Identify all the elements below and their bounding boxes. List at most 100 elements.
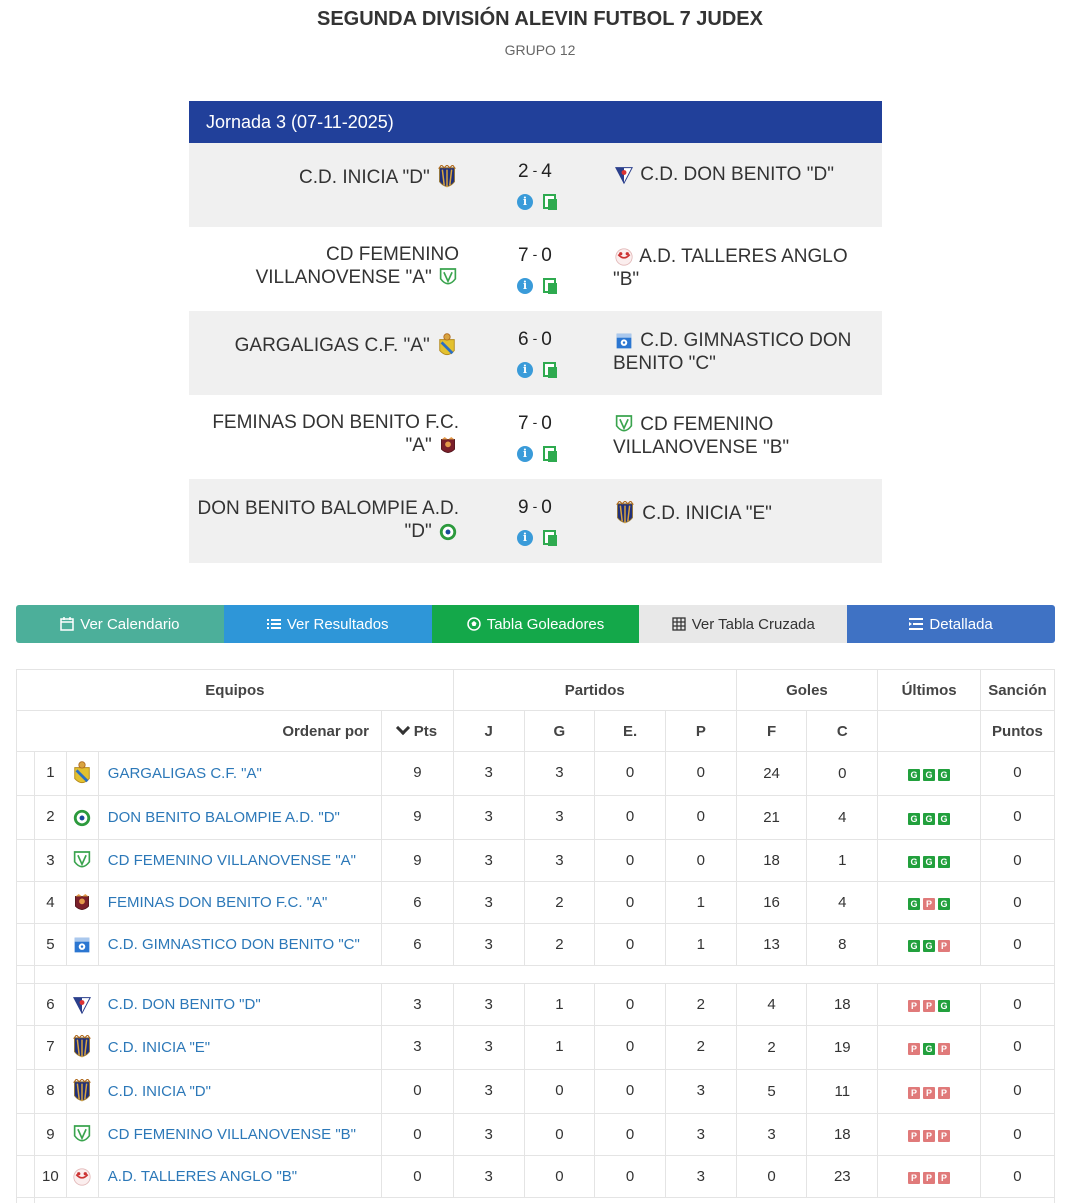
team-link[interactable]: C.D. INICIA "D" xyxy=(97,1069,383,1114)
team-link[interactable]: C.D. DON BENITO "D" xyxy=(97,983,383,1026)
copy-document-icon[interactable] xyxy=(543,361,557,378)
team-link[interactable]: DON BENITO BALOMPIE A.D. "D" xyxy=(97,795,383,840)
form-result-badge: P xyxy=(923,1130,936,1142)
home-team[interactable]: GARGALIGAS C.F. "A" xyxy=(189,333,459,359)
calendar-button-label: Ver Calendario xyxy=(80,615,180,633)
team-link[interactable]: C.D. GIMNASTICO DON BENITO "C" xyxy=(97,923,383,966)
team-link[interactable]: FEMINAS DON BENITO F.C. "A" xyxy=(97,881,383,924)
home-team[interactable]: CD FEMENINO VILLANOVENSE "A" xyxy=(189,243,459,289)
position: 8 xyxy=(33,1069,67,1114)
away-team[interactable]: C.D. INICIA "E" xyxy=(613,501,875,527)
lost: 0 xyxy=(664,751,737,796)
copy-document-icon[interactable] xyxy=(543,193,557,210)
goals-for: 13 xyxy=(735,923,808,966)
home-goals: 7 xyxy=(518,245,529,266)
match-score: 7-0 xyxy=(518,245,552,266)
form-result-badge: G xyxy=(938,856,951,868)
away-team-name[interactable]: C.D. DON BENITO "D" xyxy=(640,164,834,185)
sanction-header: Sanción xyxy=(979,669,1056,711)
away-team[interactable]: CD FEMENINO VILLANOVENSE "B" xyxy=(613,413,875,459)
feminas-crest-icon xyxy=(73,892,91,914)
team-link[interactable]: A.D. TALLERES ANGLO "B" xyxy=(97,1155,383,1198)
lost: 2 xyxy=(664,1025,737,1070)
sanction-points: 0 xyxy=(979,1025,1056,1070)
points: 6 xyxy=(381,881,454,924)
results-button[interactable]: Ver Resultados xyxy=(223,605,432,643)
points: 6 xyxy=(381,923,454,966)
copy-document-icon[interactable] xyxy=(543,277,557,294)
detail-list-icon xyxy=(909,618,924,630)
away-goals: 0 xyxy=(541,245,552,266)
goals-for: 5 xyxy=(735,1069,808,1114)
order-by-label: Ordenar por xyxy=(15,710,383,752)
position: 3 xyxy=(33,839,67,882)
position: 1 xyxy=(33,751,67,796)
goals-against: 4 xyxy=(806,881,879,924)
team-link[interactable]: C.D. INICIA "E" xyxy=(97,1025,383,1070)
form-result-badge: G xyxy=(923,1043,936,1055)
team-link[interactable]: GARGALIGAS C.F. "A" xyxy=(97,751,383,796)
away-team-name[interactable]: A.D. TALLERES ANGLO "B" xyxy=(613,246,848,290)
results-button-label: Ver Resultados xyxy=(286,615,389,633)
home-goals: 2 xyxy=(518,161,529,182)
info-icon[interactable]: i xyxy=(517,529,533,546)
goals-against: 18 xyxy=(806,983,879,1026)
calendar-button[interactable]: Ver Calendario xyxy=(16,605,224,643)
form-result-badge: P xyxy=(938,1172,951,1184)
table-separator xyxy=(16,965,1056,984)
team-link[interactable]: CD FEMENINO VILLANOVENSE "A" xyxy=(97,839,383,882)
drawn: 0 xyxy=(594,839,666,882)
sanction-points: 0 xyxy=(979,795,1056,840)
home-team-name[interactable]: C.D. INICIA "D" xyxy=(299,167,430,189)
donbenito-crest-icon xyxy=(615,164,633,186)
form-result-badge: P xyxy=(908,1130,921,1142)
info-icon[interactable]: i xyxy=(517,193,533,210)
villanovense-crest-icon xyxy=(73,850,91,872)
soccer-ball-icon xyxy=(466,617,481,631)
form-result-badge: G xyxy=(908,769,921,781)
away-team[interactable]: C.D. DON BENITO "D" xyxy=(613,163,875,186)
form-result-badge: G xyxy=(908,898,921,910)
home-team[interactable]: DON BENITO BALOMPIE A.D. "D" xyxy=(189,497,460,543)
away-team[interactable]: C.D. GIMNASTICO DON BENITO "C" xyxy=(613,329,875,375)
copy-document-icon[interactable] xyxy=(543,445,557,462)
home-team-name[interactable]: DON BENITO BALOMPIE A.D. "D" xyxy=(197,498,460,542)
home-team-name[interactable]: GARGALIGAS C.F. "A" xyxy=(234,335,430,357)
home-team-name[interactable]: FEMINAS DON BENITO F.C. "A" xyxy=(212,412,459,456)
won: 0 xyxy=(523,1155,596,1198)
lost: 1 xyxy=(664,881,737,924)
away-team-name[interactable]: C.D. INICIA "E" xyxy=(642,503,772,525)
copy-document-icon[interactable] xyxy=(543,529,557,546)
info-icon[interactable]: i xyxy=(517,445,533,462)
played: 3 xyxy=(452,751,525,796)
home-team-name[interactable]: CD FEMENINO VILLANOVENSE "A" xyxy=(255,244,459,288)
feminas-crest-icon xyxy=(439,435,457,457)
detailed-button[interactable]: Detallada xyxy=(847,605,1055,643)
home-team[interactable]: FEMINAS DON BENITO F.C. "A" xyxy=(189,411,459,457)
form-result-badge: P xyxy=(908,1172,921,1184)
goals-for: 18 xyxy=(735,839,808,882)
position: 2 xyxy=(33,795,67,840)
away-goals: 0 xyxy=(541,497,552,518)
away-team-name[interactable]: CD FEMENINO VILLANOVENSE "B" xyxy=(613,414,790,458)
sort-pts-button[interactable]: Pts xyxy=(381,710,454,752)
sanction-points: 0 xyxy=(979,839,1056,882)
table-row: 9 CD FEMENINO VILLANOVENSE "B" 0 3 0 0 3 3 18 P P P… xyxy=(16,1113,1056,1156)
detailed-button-label: Detallada xyxy=(929,615,993,633)
away-team[interactable]: A.D. TALLERES ANGLO "B" xyxy=(613,245,875,291)
last-header: Últimos xyxy=(877,669,981,711)
cross-table-button[interactable]: Ver Tabla Cruzada xyxy=(639,605,848,643)
balompie-crest-icon xyxy=(73,807,91,829)
table-row: 1 GARGALIGAS C.F. "A" 9 3 3 0 0 24 0 G G G 0 xyxy=(16,751,1056,796)
info-icon[interactable]: i xyxy=(517,361,533,378)
away-team-name[interactable]: C.D. GIMNASTICO DON BENITO "C" xyxy=(613,330,852,374)
home-team[interactable]: C.D. INICIA "D" xyxy=(189,165,459,191)
inicia-crest-icon xyxy=(437,165,457,191)
team-link[interactable]: CD FEMENINO VILLANOVENSE "B" xyxy=(97,1113,383,1156)
info-icon[interactable]: i xyxy=(517,277,533,294)
drawn: 0 xyxy=(594,1025,666,1070)
scorers-button[interactable]: Tabla Goleadores xyxy=(431,605,640,643)
match-row: DON BENITO BALOMPIE A.D. "D" 9-0 i C.D. … xyxy=(189,479,882,563)
drawn: 0 xyxy=(594,1113,666,1156)
scorers-button-label: Tabla Goleadores xyxy=(486,615,605,633)
